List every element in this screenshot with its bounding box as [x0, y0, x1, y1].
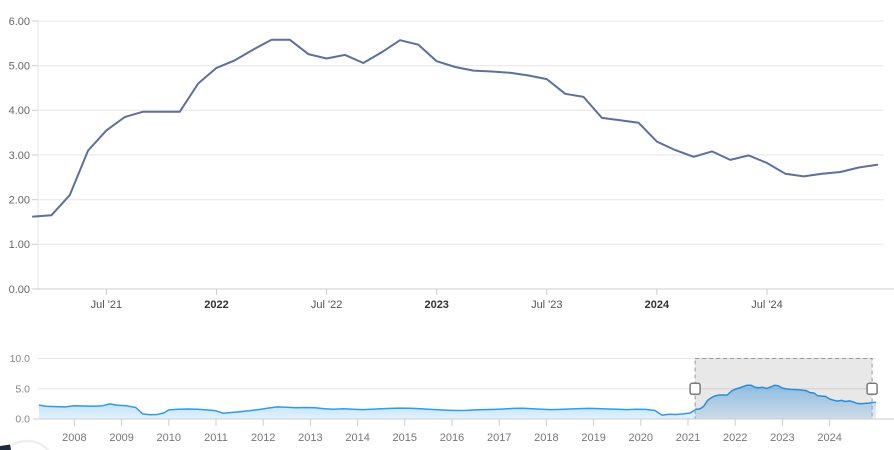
corner-widget[interactable]: [0, 439, 56, 450]
main-x-axis-label: Jul '24: [751, 299, 782, 311]
main-x-axis-label: Jul '23: [531, 299, 562, 311]
nav-x-axis-label: 2013: [298, 432, 322, 444]
main-x-axis-label: 2024: [645, 299, 670, 311]
nav-x-axis-label: 2016: [440, 432, 464, 444]
main-chart: 0.00 1.00 2.00 3.00 4.00 5.00 6.00 Jul '21 2022 J…: [9, 15, 894, 311]
nav-x-axis-label: 2018: [534, 432, 558, 444]
nav-series-area[interactable]: [39, 385, 876, 419]
nav-series-line: [38, 384, 877, 416]
nav-y-axis-label: 0.0: [15, 414, 30, 426]
nav-x-axis-label: 2019: [581, 432, 605, 444]
main-plot-area[interactable]: [38, 15, 884, 289]
nav-x-axis-label: 2008: [62, 432, 86, 444]
nav-x-axis-label: 2022: [723, 432, 747, 444]
navigator-handle-right[interactable]: [866, 382, 878, 396]
main-x-axis-label: 2022: [204, 299, 228, 311]
partial-circle-button[interactable]: [0, 439, 56, 450]
navigator-handle-left[interactable]: [689, 382, 701, 396]
main-y-axis-label: 5.00: [9, 61, 30, 73]
nav-x-axis-label: 2012: [251, 432, 275, 444]
main-y-axis-label: 1.00: [9, 239, 30, 251]
main-y-axis-label: 2.00: [9, 195, 30, 207]
main-y-axis-label: 0.00: [9, 284, 30, 296]
nav-x-axis-label: 2009: [109, 432, 133, 444]
nav-y-axis-label: 10.0: [10, 353, 31, 365]
main-series-line: [32, 38, 879, 218]
nav-x-axis-label: 2011: [204, 432, 228, 444]
main-x-axis-label: 2023: [424, 299, 448, 311]
main-y-axis-label: 4.00: [9, 105, 30, 117]
nav-x-axis-label: 2010: [157, 432, 181, 444]
nav-y-axis-label: 5.0: [15, 383, 30, 395]
nav-x-axis-label: 2017: [487, 432, 511, 444]
nav-x-axis-label: 2021: [676, 432, 700, 444]
main-x-axis-label: Jul '21: [91, 299, 122, 311]
main-y-axis-label: 3.00: [9, 150, 30, 162]
navigator-selection[interactable]: [694, 358, 873, 420]
main-x-axis-label: Jul '22: [311, 299, 342, 311]
nav-x-axis-label: 2024: [817, 432, 841, 444]
nav-x-axis-label: 2023: [770, 432, 794, 444]
nav-x-axis-label: 2014: [345, 432, 369, 444]
navigator: 0.0 5.0 10.0 2008 2009 2010 2011 2012 2013 2014 20…: [10, 353, 894, 444]
nav-x-axis-label: 2020: [629, 432, 653, 444]
nav-x-axis-label: 2015: [393, 432, 417, 444]
main-y-axis-label: 6.00: [9, 16, 30, 28]
logo-glyph: [0, 444, 11, 450]
